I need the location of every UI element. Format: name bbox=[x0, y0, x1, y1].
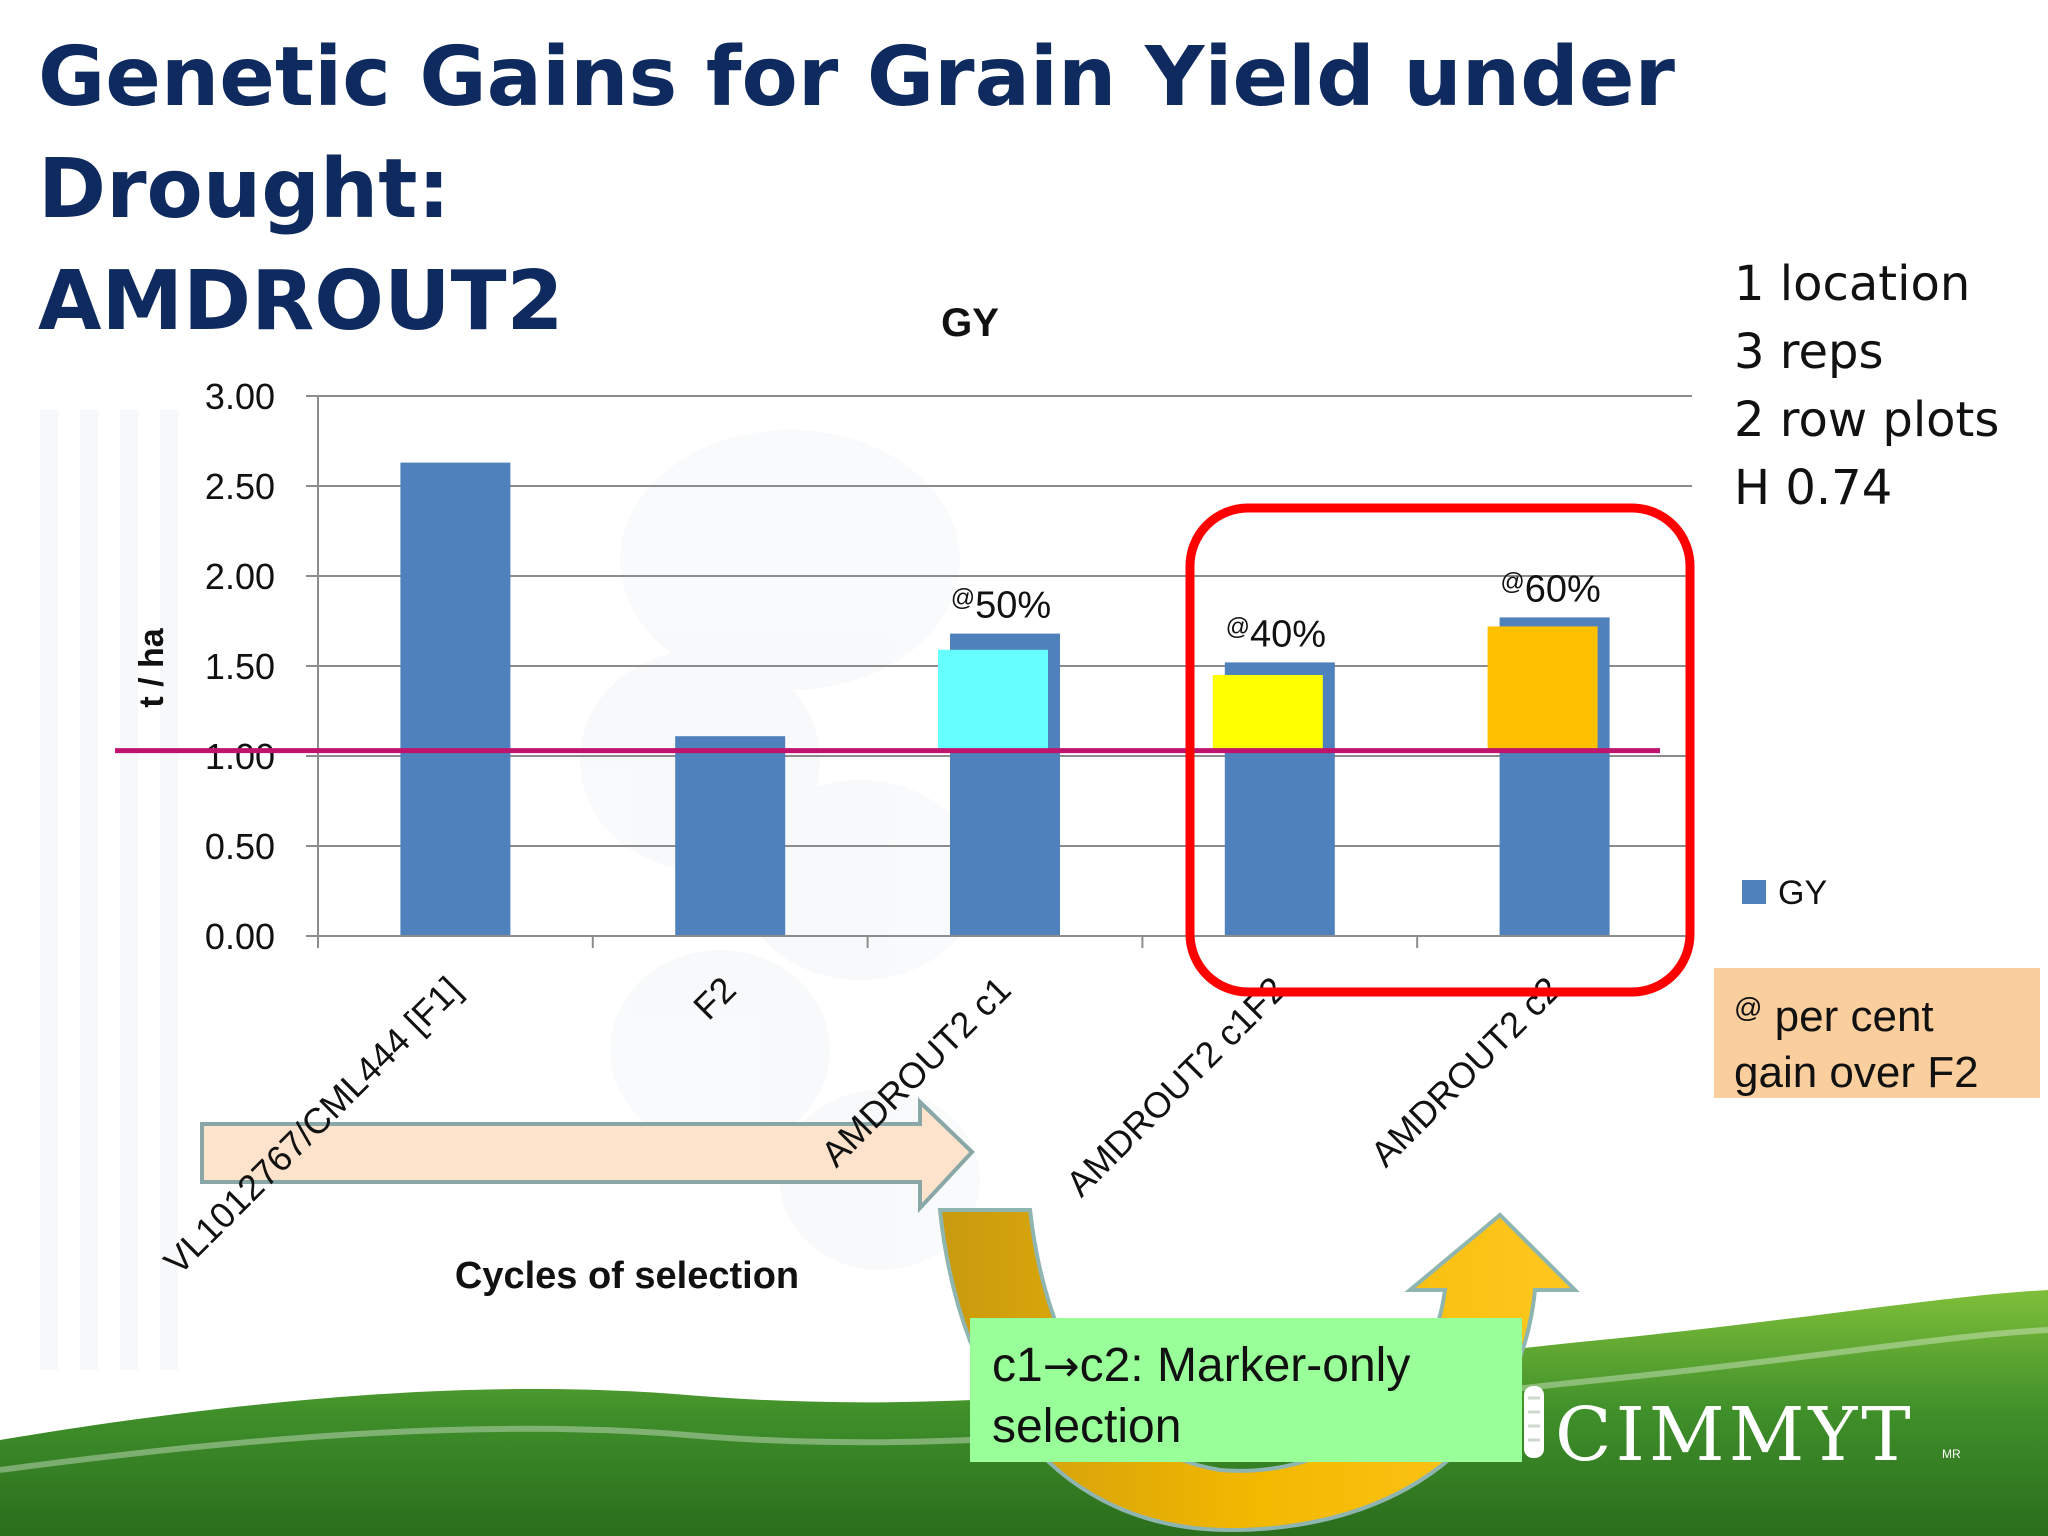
cimmyt-logo: CIMMYT MR bbox=[1524, 1386, 1961, 1478]
slide-title: Genetic Gains for Grain Yield under Drou… bbox=[38, 22, 1938, 358]
x-tick-label: AMDROUT2 c2 bbox=[1362, 969, 1568, 1175]
y-tick-label: 0.00 bbox=[205, 916, 275, 957]
marker-from: c1 bbox=[992, 1339, 1043, 1392]
note-line-2: gain over F2 bbox=[1734, 1048, 1979, 1097]
progress-arrow bbox=[200, 1097, 975, 1214]
percent-gain-note: @ per cent gain over F2 bbox=[1714, 968, 2040, 1098]
bar bbox=[675, 736, 786, 936]
info-line: 2 row plots bbox=[1734, 392, 2000, 448]
legend-swatch bbox=[1742, 880, 1766, 904]
trial-info: 1 location 3 reps 2 row plots H 0.74 bbox=[1734, 250, 1999, 522]
gain-overlay bbox=[1487, 626, 1598, 753]
marker-selection-box: c1→c2: Marker-only selection bbox=[970, 1318, 1522, 1462]
title-line-2: AMDROUT2 bbox=[38, 254, 564, 349]
y-tick-label: 2.00 bbox=[205, 556, 275, 597]
title-line-1: Genetic Gains for Grain Yield under Drou… bbox=[38, 30, 1675, 237]
y-tick-label: 2.50 bbox=[205, 466, 275, 507]
info-line: 1 location bbox=[1734, 256, 1971, 312]
x-tick-label: AMDROUT2 c1F2 bbox=[1058, 969, 1293, 1204]
gain-label: @40% bbox=[1226, 613, 1326, 655]
gain-overlay bbox=[938, 649, 1048, 753]
legend-label: GY bbox=[1778, 874, 1827, 912]
gain-labels: @50% @40% @60% bbox=[951, 568, 1601, 655]
y-tick-label: 1.50 bbox=[205, 646, 275, 687]
logo-mark: MR bbox=[1942, 1447, 1961, 1461]
x-axis-label: Cycles of selection bbox=[455, 1255, 799, 1297]
info-line: 3 reps bbox=[1734, 324, 1884, 380]
note-symbol: @ bbox=[1734, 992, 1763, 1023]
gain-label: @60% bbox=[1500, 568, 1600, 610]
chart-title: GY bbox=[941, 301, 999, 345]
y-tick-label: 1.00 bbox=[205, 736, 275, 777]
right-arrow-icon: → bbox=[1042, 1341, 1080, 1392]
info-line: H 0.74 bbox=[1734, 460, 1893, 516]
logo-text: CIMMYT bbox=[1555, 1392, 1915, 1478]
note-text: per cent bbox=[1774, 992, 1934, 1041]
gain-overlay bbox=[1212, 675, 1323, 753]
gain-overlays bbox=[938, 626, 1598, 753]
marker-rest: c2: Marker-only bbox=[1079, 1339, 1411, 1392]
legend: GY bbox=[1742, 874, 1827, 912]
marker-line-2: selection bbox=[992, 1400, 1182, 1453]
y-tick-label: 0.50 bbox=[205, 826, 275, 867]
y-tick-labels: 0.00 0.50 1.00 1.50 2.00 2.50 3.00 bbox=[205, 376, 275, 957]
y-axis-label: t / ha bbox=[133, 627, 171, 707]
highlight-box bbox=[1185, 503, 1695, 997]
bar bbox=[400, 462, 511, 936]
gain-label: @50% bbox=[951, 585, 1051, 627]
y-tick-label: 3.00 bbox=[205, 376, 275, 417]
